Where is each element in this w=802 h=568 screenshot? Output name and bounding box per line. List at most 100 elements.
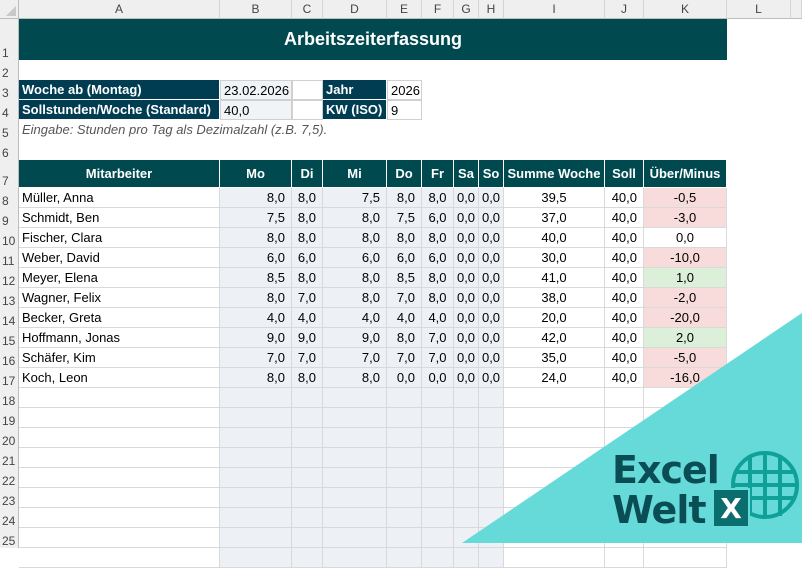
row-header-25[interactable]: 25 — [0, 528, 19, 548]
empty-cell[interactable] — [292, 448, 323, 468]
cell-fr[interactable]: 8,0 — [422, 268, 454, 288]
cell-so[interactable]: 0,0 — [479, 228, 504, 248]
column-header-m[interactable] — [791, 0, 802, 19]
column-header-c[interactable]: C — [292, 0, 323, 19]
kw-value[interactable]: 9 — [387, 100, 422, 120]
cell-diff[interactable]: -2,0 — [644, 288, 727, 308]
kw-label[interactable]: KW (ISO) — [323, 100, 387, 120]
empty-cell[interactable] — [387, 448, 422, 468]
empty-cell[interactable] — [387, 508, 422, 528]
empty-cell[interactable] — [292, 508, 323, 528]
empty-cell[interactable] — [387, 488, 422, 508]
empty-cell[interactable] — [19, 528, 220, 548]
row-header-24[interactable]: 24 — [0, 508, 19, 528]
empty-cell-c3[interactable] — [292, 80, 323, 100]
target-hours-input[interactable]: 40,0 — [220, 100, 292, 120]
empty-cell[interactable] — [323, 548, 387, 568]
cell-fr[interactable]: 4,0 — [422, 308, 454, 328]
cell-sa[interactable]: 0,0 — [454, 208, 479, 228]
empty-cell[interactable] — [292, 428, 323, 448]
empty-cell[interactable] — [422, 428, 454, 448]
cell-name[interactable]: Müller, Anna — [19, 188, 220, 208]
week-start-input[interactable]: 23.02.2026 — [220, 80, 292, 100]
empty-cell[interactable] — [323, 408, 387, 428]
cell-sa[interactable]: 0,0 — [454, 288, 479, 308]
cell-do[interactable]: 8,0 — [387, 328, 422, 348]
row-header-11[interactable]: 11 — [0, 248, 19, 268]
cell-di[interactable]: 7,0 — [292, 288, 323, 308]
cell-do[interactable]: 8,5 — [387, 268, 422, 288]
cell-soll[interactable]: 40,0 — [605, 248, 644, 268]
cell-diff[interactable]: 0,0 — [644, 228, 727, 248]
week-start-label[interactable]: Woche ab (Montag) — [19, 80, 220, 100]
cell-mo[interactable]: 8,0 — [220, 228, 292, 248]
cell-mi[interactable]: 8,0 — [323, 288, 387, 308]
cell-sa[interactable]: 0,0 — [454, 188, 479, 208]
cell-mo[interactable]: 6,0 — [220, 248, 292, 268]
empty-cell[interactable] — [422, 408, 454, 428]
empty-cell[interactable] — [323, 388, 387, 408]
empty-cell[interactable] — [387, 468, 422, 488]
empty-cell[interactable] — [220, 508, 292, 528]
row-header-10[interactable]: 10 — [0, 228, 19, 248]
empty-cell[interactable] — [292, 408, 323, 428]
cell-name[interactable]: Meyer, Elena — [19, 268, 220, 288]
empty-cell[interactable] — [422, 468, 454, 488]
cell-fr[interactable]: 8,0 — [422, 228, 454, 248]
empty-cell[interactable] — [19, 468, 220, 488]
row-header-21[interactable]: 21 — [0, 448, 19, 468]
empty-cell[interactable] — [220, 388, 292, 408]
cell-name[interactable]: Becker, Greta — [19, 308, 220, 328]
empty-cell[interactable] — [292, 468, 323, 488]
table-header-do[interactable]: Do — [387, 160, 422, 188]
cell-mi[interactable]: 6,0 — [323, 248, 387, 268]
cell-name[interactable]: Hoffmann, Jonas — [19, 328, 220, 348]
column-header-h[interactable]: H — [479, 0, 504, 19]
cell-fr[interactable]: 7,0 — [422, 328, 454, 348]
cell-mo[interactable]: 8,0 — [220, 368, 292, 388]
cell-fr[interactable]: 8,0 — [422, 288, 454, 308]
cell-mo[interactable]: 7,0 — [220, 348, 292, 368]
row-header-4[interactable]: 4 — [0, 100, 19, 120]
empty-cell[interactable] — [422, 488, 454, 508]
cell-diff[interactable]: -0,5 — [644, 188, 727, 208]
cell-mi[interactable]: 7,5 — [323, 188, 387, 208]
empty-cell[interactable] — [422, 528, 454, 548]
row-header-6[interactable]: 6 — [0, 140, 19, 160]
empty-cell[interactable] — [422, 448, 454, 468]
column-header-k[interactable]: K — [644, 0, 727, 19]
empty-cell[interactable] — [422, 508, 454, 528]
empty-cell[interactable] — [292, 388, 323, 408]
table-header-sa[interactable]: Sa — [454, 160, 479, 188]
cell-mi[interactable]: 8,0 — [323, 268, 387, 288]
year-value[interactable]: 2026 — [387, 80, 422, 100]
column-header-e[interactable]: E — [387, 0, 422, 19]
empty-cell-c4[interactable] — [292, 100, 323, 120]
empty-cell[interactable] — [220, 528, 292, 548]
cell-mo[interactable]: 8,5 — [220, 268, 292, 288]
empty-cell[interactable] — [323, 448, 387, 468]
empty-cell[interactable] — [292, 488, 323, 508]
empty-cell[interactable] — [644, 548, 727, 568]
cell-sum[interactable]: 30,0 — [504, 248, 605, 268]
empty-cell[interactable] — [387, 528, 422, 548]
cell-soll[interactable]: 40,0 — [605, 228, 644, 248]
cell-sum[interactable]: 40,0 — [504, 228, 605, 248]
cell-mi[interactable]: 4,0 — [323, 308, 387, 328]
table-header-name[interactable]: Mitarbeiter — [19, 160, 220, 188]
empty-cell[interactable] — [454, 548, 479, 568]
cell-sum[interactable]: 41,0 — [504, 268, 605, 288]
cell-do[interactable]: 8,0 — [387, 188, 422, 208]
row-header-20[interactable]: 20 — [0, 428, 19, 448]
table-header-so[interactable]: So — [479, 160, 504, 188]
cell-di[interactable]: 8,0 — [292, 268, 323, 288]
row-header-23[interactable]: 23 — [0, 488, 19, 508]
empty-cell[interactable] — [387, 428, 422, 448]
cell-name[interactable]: Fischer, Clara — [19, 228, 220, 248]
cell-name[interactable]: Schmidt, Ben — [19, 208, 220, 228]
empty-cell[interactable] — [605, 548, 644, 568]
cell-di[interactable]: 8,0 — [292, 368, 323, 388]
cell-soll[interactable]: 40,0 — [605, 208, 644, 228]
cell-so[interactable]: 0,0 — [479, 288, 504, 308]
empty-cell[interactable] — [504, 548, 605, 568]
